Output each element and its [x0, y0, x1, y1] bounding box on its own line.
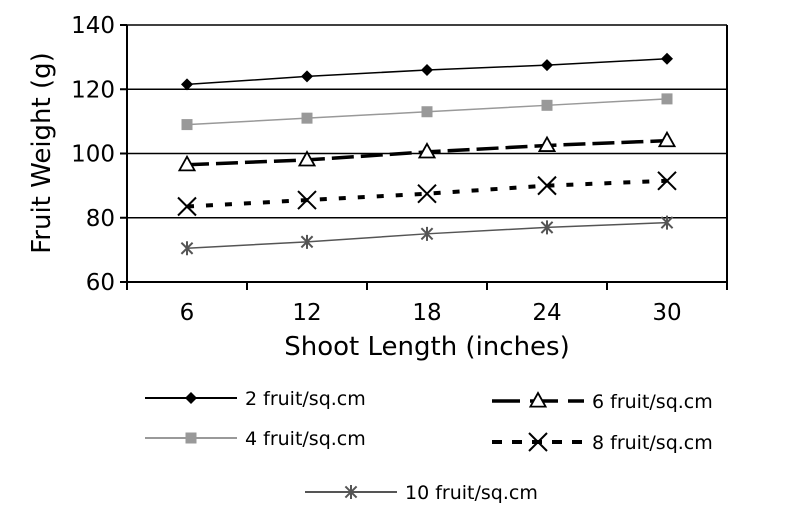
- data-point-square: [661, 93, 673, 105]
- legend-label: 6 fruit/sq.cm: [592, 391, 713, 413]
- data-point-diamond: [181, 78, 193, 91]
- data-point-asterisk: [344, 485, 358, 499]
- data-point-diamond: [541, 59, 553, 72]
- data-point-asterisk: [180, 241, 194, 256]
- data-point-x: [177, 196, 197, 217]
- x-tick-label: 6: [180, 300, 195, 326]
- data-point-x: [528, 432, 548, 452]
- data-point-square: [301, 112, 313, 124]
- y-ticks: 60 80 100 120 140: [71, 13, 127, 296]
- y-tick-label: 60: [86, 270, 115, 296]
- series-3: [177, 130, 677, 172]
- legend-item: 8 fruit/sq.cm: [492, 432, 713, 454]
- data-point-triangle: [537, 135, 557, 152]
- data-point-asterisk: [540, 220, 554, 235]
- series-5: [180, 215, 674, 256]
- legend-label: 10 fruit/sq.cm: [405, 482, 538, 504]
- legend-label: 2 fruit/sq.cm: [245, 388, 366, 410]
- legend-label: 8 fruit/sq.cm: [592, 432, 713, 454]
- series-2: [181, 93, 673, 131]
- data-point-triangle: [177, 154, 197, 172]
- data-point-diamond: [185, 392, 197, 404]
- data-point-diamond: [661, 52, 673, 65]
- y-tick-label: 120: [71, 77, 115, 103]
- data-point-triangle: [528, 391, 548, 408]
- data-point-x: [657, 171, 677, 191]
- data-point-diamond: [421, 63, 433, 76]
- x-tick-label: 24: [532, 300, 561, 326]
- x-tick-label: 18: [412, 300, 441, 326]
- data-point-square: [421, 106, 433, 118]
- data-point-triangle: [297, 150, 317, 167]
- series-4: [177, 171, 677, 217]
- data-point-square: [181, 119, 193, 131]
- gridlines: [127, 24, 727, 219]
- series-layer: [177, 52, 677, 256]
- legend-item: 4 fruit/sq.cm: [145, 428, 366, 450]
- data-point-asterisk: [660, 215, 674, 230]
- y-tick-label: 140: [71, 13, 115, 39]
- series-line: [186, 178, 668, 209]
- y-tick-label: 80: [86, 206, 115, 232]
- data-point-x: [537, 175, 557, 196]
- x-ticks: 6 12 18 24 30: [126, 282, 728, 326]
- x-axis-title: Shoot Length (inches): [284, 332, 570, 362]
- data-point-x: [417, 183, 437, 204]
- data-point-triangle: [417, 142, 437, 159]
- y-tick-label: 100: [71, 142, 115, 168]
- data-point-square: [541, 99, 553, 111]
- data-point-diamond: [301, 70, 313, 83]
- data-point-asterisk: [300, 234, 314, 249]
- series-1: [181, 52, 673, 91]
- legend-label: 4 fruit/sq.cm: [245, 428, 366, 450]
- legend-item: 10 fruit/sq.cm: [305, 482, 538, 504]
- y-axis-title: Fruit Weight (g): [27, 52, 57, 254]
- legend: 2 fruit/sq.cm 4 fruit/sq.cm 6 fruit/sq.cm 8…: [145, 388, 713, 504]
- data-point-square: [185, 432, 197, 444]
- legend-item: 2 fruit/sq.cm: [145, 388, 366, 410]
- x-tick-label: 30: [652, 300, 681, 326]
- data-point-asterisk: [420, 226, 434, 241]
- x-tick-label: 12: [292, 300, 321, 326]
- legend-item: 6 fruit/sq.cm: [492, 391, 713, 413]
- data-point-x: [297, 190, 317, 210]
- data-point-triangle: [657, 130, 677, 148]
